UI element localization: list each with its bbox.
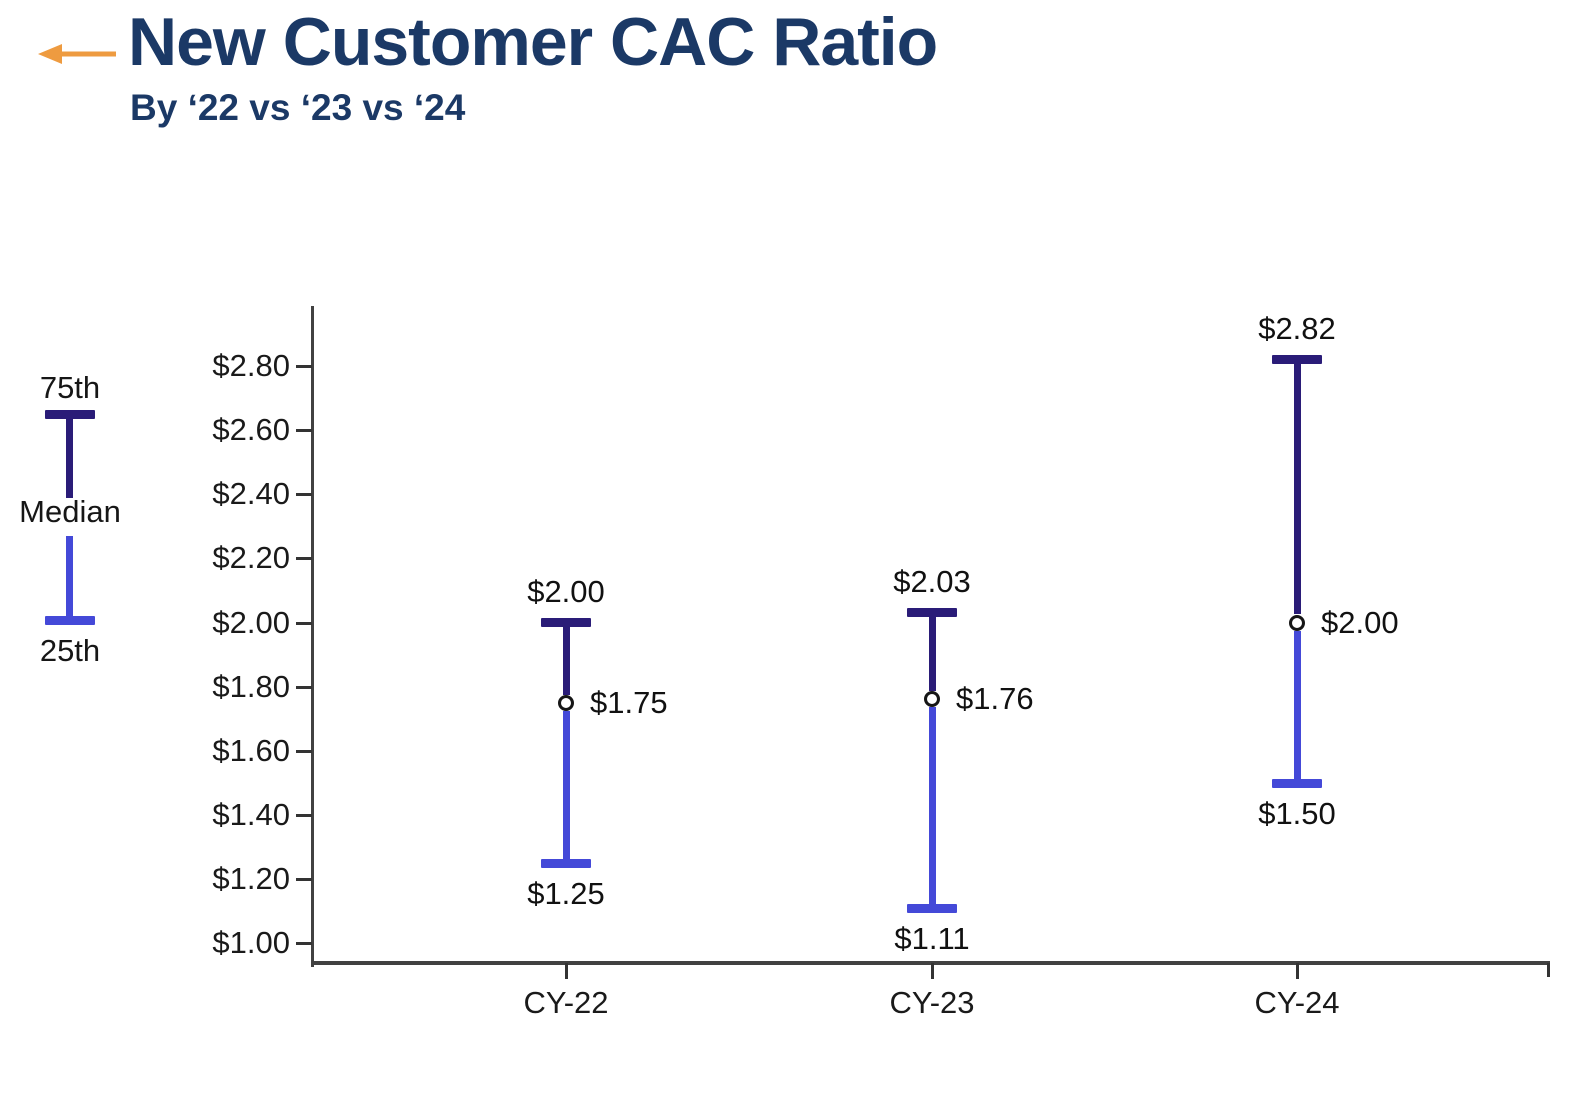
y-tick-label: $2.40 [212, 476, 290, 512]
legend-25th-label: 25th [39, 633, 101, 668]
y-tick-label: $2.60 [212, 412, 290, 448]
y-tick-label: $2.80 [212, 348, 290, 384]
p25-value-label: $1.11 [894, 920, 970, 956]
p25-value-label: $1.25 [527, 875, 605, 911]
y-tick-label: $1.00 [212, 925, 290, 960]
page-title: New Customer CAC Ratio [128, 4, 938, 80]
p25-value-label: $1.50 [1258, 795, 1336, 831]
lower-stem [929, 707, 936, 910]
p75-value-label: $2.03 [893, 563, 971, 599]
y-tick [296, 813, 312, 817]
y-tick [296, 685, 312, 689]
upper-stem [1294, 357, 1301, 615]
lower-stem [563, 710, 570, 865]
left-arrow-icon [38, 44, 116, 64]
y-tick-label: $1.20 [212, 860, 290, 896]
y-axis-line [311, 306, 314, 967]
median-marker [1289, 614, 1305, 631]
p75-value-label: $2.82 [1258, 310, 1336, 346]
p25-cap [907, 903, 957, 913]
y-tick-label: $1.80 [212, 668, 290, 704]
median-value-label: $1.75 [590, 684, 668, 720]
legend-lower-stem [66, 536, 73, 620]
x-tick-label: CY-24 [1254, 985, 1340, 1020]
y-tick-label: $1.40 [212, 796, 290, 832]
y-tick-label: $2.00 [212, 604, 290, 640]
median-value-label: $2.00 [1321, 604, 1399, 640]
median-marker [924, 691, 940, 708]
x-tick [931, 963, 934, 979]
y-tick-label: $1.60 [212, 732, 290, 768]
y-tick [296, 942, 312, 945]
x-tick-label: CY-23 [889, 985, 975, 1020]
x-tick [565, 963, 568, 979]
legend-25th-cap [45, 616, 95, 625]
y-tick [296, 621, 312, 625]
legend-median-label: Median [19, 494, 121, 529]
y-tick [296, 749, 312, 753]
y-tick [296, 365, 312, 369]
x-tick [1296, 963, 1299, 979]
y-tick [296, 557, 312, 561]
p25-cap [1272, 778, 1322, 788]
legend-upper-stem [66, 414, 73, 498]
p25-cap [541, 858, 591, 868]
p75-value-label: $2.00 [527, 573, 605, 609]
median-marker [558, 694, 574, 711]
upper-stem [929, 610, 936, 692]
x-tick-label: CY-22 [523, 985, 609, 1020]
y-tick-label: $2.20 [212, 540, 290, 576]
page-subtitle: By ‘22 vs ‘23 vs ‘24 [130, 87, 466, 128]
x-axis-end-tick [1547, 963, 1550, 977]
x-axis-line [311, 961, 1550, 965]
legend-75th-label: 75th [39, 370, 101, 405]
y-tick [296, 493, 312, 497]
upper-stem [563, 620, 570, 695]
y-tick [296, 429, 312, 433]
y-tick [296, 877, 312, 881]
lower-stem [1294, 630, 1301, 785]
median-value-label: $1.76 [956, 681, 1034, 717]
